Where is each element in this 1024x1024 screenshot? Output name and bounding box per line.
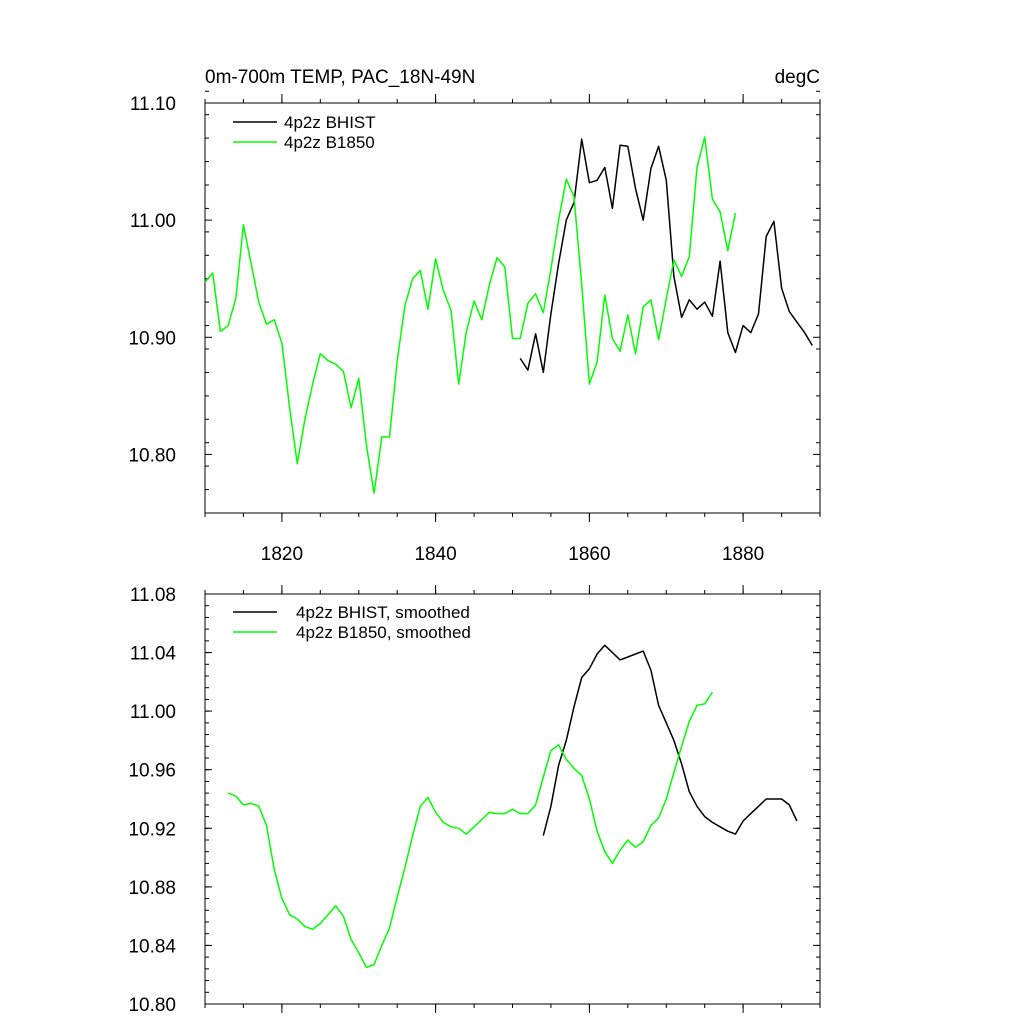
y-tick-label: 10.80 [128, 445, 176, 466]
axis-ticks [204, 585, 821, 1013]
top-panel: 0m-700m TEMP, PAC_18N-49N degC 10.80 10.9… [128, 67, 821, 565]
y-tick-label: 10.92 [128, 819, 176, 840]
legend: 4p2z BHIST 4p2z B1850 [233, 113, 376, 152]
x-tick-label: 1820 [261, 544, 303, 565]
units-label: degC [775, 67, 820, 88]
series-line-4p2z-bhist-smoothed [542, 644, 798, 836]
plot-frame [204, 102, 821, 514]
x-tick-label: 1880 [722, 544, 764, 565]
x-tick-labels: 1820 1840 1860 1880 [261, 544, 764, 565]
plot-frame [204, 593, 821, 1005]
y-tick-label: 10.96 [128, 761, 176, 782]
y-tick-label: 11.04 [130, 644, 177, 665]
x-tick-label: 1860 [568, 544, 610, 565]
chart-title: 0m-700m TEMP, PAC_18N-49N [205, 67, 475, 88]
y-tick-labels: 10.80 10.90 11.00 11.10 [128, 94, 176, 466]
legend-label-bhist: 4p2z BHIST [284, 113, 376, 132]
x-tick-label: 1840 [414, 544, 456, 565]
y-tick-label: 11.10 [130, 94, 176, 115]
y-tick-label: 10.80 [128, 995, 176, 1016]
series-lines [227, 644, 798, 969]
axis-ticks [204, 90, 821, 522]
legend-label-b1850: 4p2z B1850 [284, 133, 375, 152]
y-tick-label: 10.90 [128, 328, 176, 349]
y-tick-label: 11.08 [130, 585, 176, 606]
y-tick-labels: 10.80 10.84 10.88 10.92 10.96 11.00 11.04 11.08 [128, 585, 176, 1016]
legend: 4p2z BHIST, smoothed 4p2z B1850, smoothe… [233, 603, 471, 642]
y-tick-label: 11.00 [130, 211, 176, 232]
bottom-panel: 10.80 10.84 10.88 10.92 10.96 11.00 11.04 11.08… [128, 585, 821, 1016]
series-lines [204, 136, 813, 494]
series-line-4p2z-b1850-smoothed [227, 691, 714, 969]
y-tick-label: 11.00 [130, 702, 176, 723]
y-tick-label: 10.88 [128, 878, 176, 899]
legend-label-b1850-smoothed: 4p2z B1850, smoothed [296, 623, 471, 642]
legend-label-bhist-smoothed: 4p2z BHIST, smoothed [296, 603, 470, 622]
y-tick-label: 10.84 [128, 936, 176, 957]
series-line-4p2z-b1850 [204, 136, 737, 494]
series-line-4p2z-bhist [519, 138, 813, 374]
